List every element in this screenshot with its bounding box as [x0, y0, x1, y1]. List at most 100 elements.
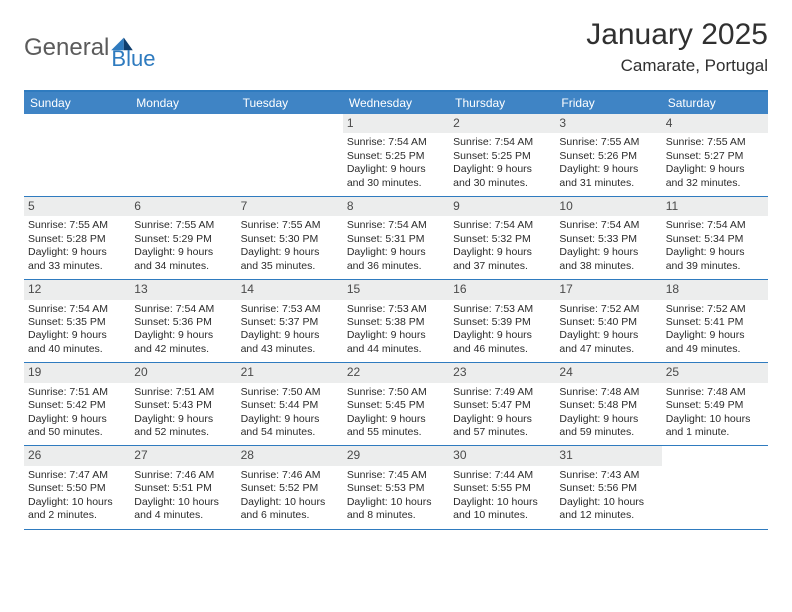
day-cell: 2Sunrise: 7:54 AMSunset: 5:25 PMDaylight… [449, 114, 555, 196]
sunset-text: Sunset: 5:42 PM [28, 399, 126, 412]
daylight-text: Daylight: 9 hours and 47 minutes. [559, 329, 657, 356]
day-cell: 1Sunrise: 7:54 AMSunset: 5:25 PMDaylight… [343, 114, 449, 196]
dow-cell: Saturday [662, 92, 768, 114]
dow-cell: Thursday [449, 92, 555, 114]
daylight-text: Daylight: 10 hours and 6 minutes. [241, 496, 339, 523]
sunset-text: Sunset: 5:33 PM [559, 233, 657, 246]
sunrise-text: Sunrise: 7:55 AM [134, 219, 232, 232]
week-row: 1Sunrise: 7:54 AMSunset: 5:25 PMDaylight… [24, 114, 768, 197]
sunset-text: Sunset: 5:40 PM [559, 316, 657, 329]
day-number: 13 [130, 280, 236, 299]
sunset-text: Sunset: 5:38 PM [347, 316, 445, 329]
daylight-text: Daylight: 9 hours and 33 minutes. [28, 246, 126, 273]
sunrise-text: Sunrise: 7:46 AM [241, 469, 339, 482]
sunset-text: Sunset: 5:34 PM [666, 233, 764, 246]
day-number: 24 [555, 363, 661, 382]
day-cell-empty [24, 114, 130, 196]
sunset-text: Sunset: 5:50 PM [28, 482, 126, 495]
brand-text-a: General [24, 34, 109, 62]
day-cell: 26 Sunrise: 7:47 AMSunset: 5:50 PMDayligh… [24, 446, 130, 528]
sunrise-text: Sunrise: 7:49 AM [453, 386, 551, 399]
day-cell-empty [237, 114, 343, 196]
daylight-text: Daylight: 9 hours and 30 minutes. [347, 163, 445, 190]
calendar-weeks: 1Sunrise: 7:54 AMSunset: 5:25 PMDaylight… [24, 114, 768, 530]
sunrise-text: Sunrise: 7:44 AM [453, 469, 551, 482]
daylight-text: Daylight: 9 hours and 46 minutes. [453, 329, 551, 356]
sunset-text: Sunset: 5:51 PM [134, 482, 232, 495]
daylight-text: Daylight: 9 hours and 49 minutes. [666, 329, 764, 356]
daylight-text: Daylight: 9 hours and 31 minutes. [559, 163, 657, 190]
day-number: 19 [24, 363, 130, 382]
day-number: 1 [343, 114, 449, 133]
sunset-text: Sunset: 5:45 PM [347, 399, 445, 412]
sunrise-text: Sunrise: 7:47 AM [28, 469, 126, 482]
sunrise-text: Sunrise: 7:54 AM [347, 219, 445, 232]
day-cell: 19Sunrise: 7:51 AMSunset: 5:42 PMDayligh… [24, 363, 130, 445]
day-cell: 3Sunrise: 7:55 AMSunset: 5:26 PMDaylight… [555, 114, 661, 196]
sunrise-text: Sunrise: 7:54 AM [453, 219, 551, 232]
sunset-text: Sunset: 5:32 PM [453, 233, 551, 246]
sunrise-text: Sunrise: 7:55 AM [28, 219, 126, 232]
day-cell: 14Sunrise: 7:53 AMSunset: 5:37 PMDayligh… [237, 280, 343, 362]
sunset-text: Sunset: 5:44 PM [241, 399, 339, 412]
day-cell: 21Sunrise: 7:50 AMSunset: 5:44 PMDayligh… [237, 363, 343, 445]
sunrise-text: Sunrise: 7:48 AM [559, 386, 657, 399]
day-cell: 7Sunrise: 7:55 AMSunset: 5:30 PMDaylight… [237, 197, 343, 279]
daylight-text: Daylight: 9 hours and 32 minutes. [666, 163, 764, 190]
day-number: 2 [449, 114, 555, 133]
day-cell: 25Sunrise: 7:48 AMSunset: 5:49 PMDayligh… [662, 363, 768, 445]
day-cell: 17Sunrise: 7:52 AMSunset: 5:40 PMDayligh… [555, 280, 661, 362]
sunset-text: Sunset: 5:41 PM [666, 316, 764, 329]
day-number: 14 [237, 280, 343, 299]
brand-logo: General Blue [24, 24, 155, 72]
day-number: 17 [555, 280, 661, 299]
daylight-text: Daylight: 9 hours and 34 minutes. [134, 246, 232, 273]
week-row: 12Sunrise: 7:54 AMSunset: 5:35 PMDayligh… [24, 280, 768, 363]
sunrise-text: Sunrise: 7:54 AM [134, 303, 232, 316]
sunrise-text: Sunrise: 7:55 AM [241, 219, 339, 232]
day-cell-empty [662, 446, 768, 528]
daylight-text: Daylight: 10 hours and 2 minutes. [28, 496, 126, 523]
sunrise-text: Sunrise: 7:51 AM [134, 386, 232, 399]
daylight-text: Daylight: 9 hours and 52 minutes. [134, 413, 232, 440]
sunrise-text: Sunrise: 7:46 AM [134, 469, 232, 482]
day-cell: 31Sunrise: 7:43 AMSunset: 5:56 PMDayligh… [555, 446, 661, 528]
day-cell: 10Sunrise: 7:54 AMSunset: 5:33 PMDayligh… [555, 197, 661, 279]
day-cell: 13Sunrise: 7:54 AMSunset: 5:36 PMDayligh… [130, 280, 236, 362]
day-cell: 18Sunrise: 7:52 AMSunset: 5:41 PMDayligh… [662, 280, 768, 362]
sunset-text: Sunset: 5:30 PM [241, 233, 339, 246]
day-number: 22 [343, 363, 449, 382]
sunrise-text: Sunrise: 7:52 AM [666, 303, 764, 316]
day-number: 9 [449, 197, 555, 216]
day-number: 5 [24, 197, 130, 216]
day-number: 28 [237, 446, 343, 465]
day-number: 6 [130, 197, 236, 216]
sunset-text: Sunset: 5:27 PM [666, 150, 764, 163]
week-row: 26Sunrise: 7:47 AMSunset: 5:50 PMDayligh… [24, 446, 768, 529]
daylight-text: Daylight: 9 hours and 30 minutes. [453, 163, 551, 190]
sunrise-text: Sunrise: 7:55 AM [559, 136, 657, 149]
sunrise-text: Sunrise: 7:51 AM [28, 386, 126, 399]
sunrise-text: Sunrise: 7:48 AM [666, 386, 764, 399]
day-cell: 30Sunrise: 7:44 AMSunset: 5:55 PMDayligh… [449, 446, 555, 528]
sunset-text: Sunset: 5:36 PM [134, 316, 232, 329]
day-cell: 6Sunrise: 7:55 AMSunset: 5:29 PMDaylight… [130, 197, 236, 279]
daylight-text: Daylight: 9 hours and 59 minutes. [559, 413, 657, 440]
day-number: 7 [237, 197, 343, 216]
day-number: 21 [237, 363, 343, 382]
sunrise-text: Sunrise: 7:55 AM [666, 136, 764, 149]
daylight-text: Daylight: 10 hours and 4 minutes. [134, 496, 232, 523]
day-cell: 24Sunrise: 7:48 AMSunset: 5:48 PMDayligh… [555, 363, 661, 445]
day-cell: 5Sunrise: 7:55 AMSunset: 5:28 PMDaylight… [24, 197, 130, 279]
week-row: 19Sunrise: 7:51 AMSunset: 5:42 PMDayligh… [24, 363, 768, 446]
day-number: 26 [24, 446, 130, 465]
sunrise-text: Sunrise: 7:53 AM [347, 303, 445, 316]
dow-cell: Friday [555, 92, 661, 114]
sunset-text: Sunset: 5:25 PM [453, 150, 551, 163]
week-row: 5Sunrise: 7:55 AMSunset: 5:28 PMDaylight… [24, 197, 768, 280]
dow-cell: Tuesday [237, 92, 343, 114]
sunset-text: Sunset: 5:35 PM [28, 316, 126, 329]
sunrise-text: Sunrise: 7:50 AM [347, 386, 445, 399]
sunset-text: Sunset: 5:52 PM [241, 482, 339, 495]
day-number: 8 [343, 197, 449, 216]
